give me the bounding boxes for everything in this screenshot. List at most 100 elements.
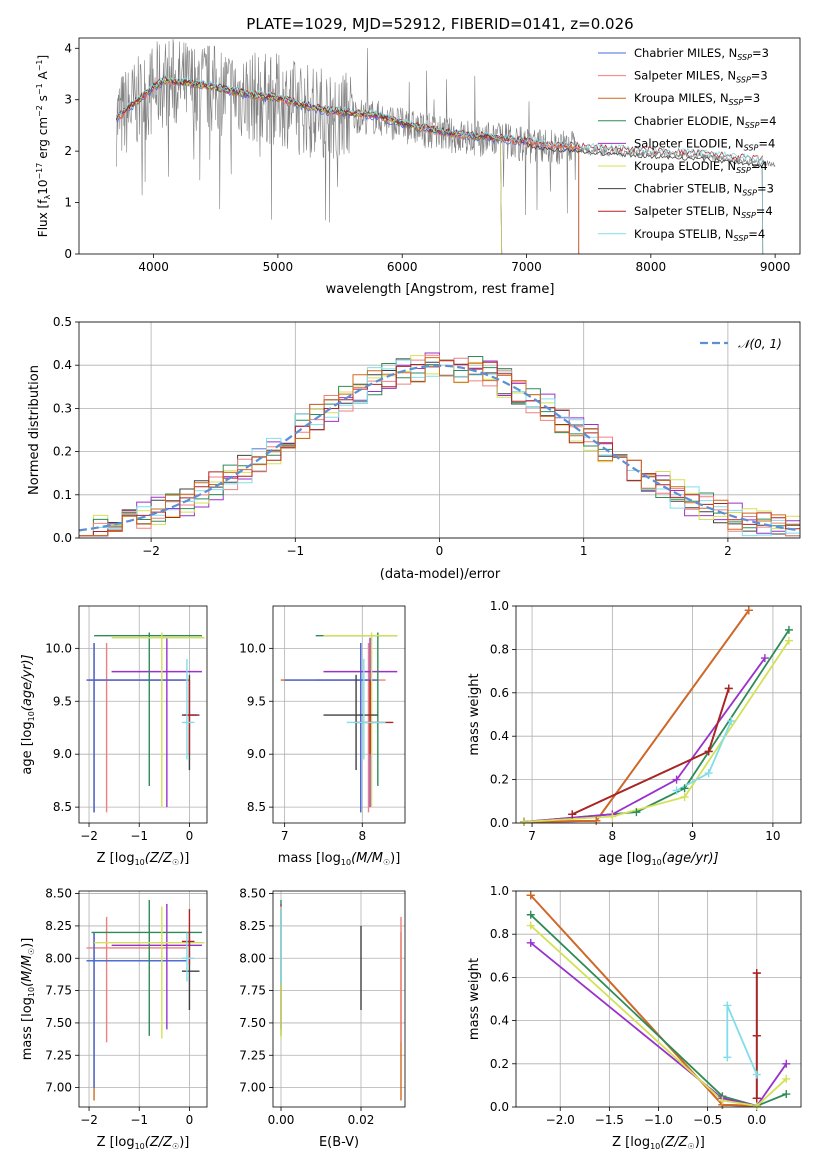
ylabel-rest: (age/yr)] xyxy=(20,654,35,711)
legend-sub: SSP xyxy=(729,98,744,107)
y-tick-label: 1.0 xyxy=(490,599,509,613)
y-tick-label: 7.00 xyxy=(239,1081,266,1095)
y-axis-label: mass weight xyxy=(467,673,482,755)
mass-weight-line-krou_miles xyxy=(523,609,750,823)
mass-weight-point-krou_elodie xyxy=(782,1074,791,1083)
xlabel-sub: 10 xyxy=(135,1142,145,1151)
mass-weight-point-krou_elodie xyxy=(752,1101,761,1110)
ylabel-exp2: −2 xyxy=(35,105,44,117)
xlabel-sun: ☉ xyxy=(172,858,179,867)
mass-weight-line-chab_elodie xyxy=(523,629,790,823)
legend-text: Chabrier MILES, N xyxy=(634,46,737,60)
mass-weight-line-salp_elodie xyxy=(523,657,766,823)
ylabel-rest: (M/M xyxy=(20,955,35,987)
y-tick-label: 0.0 xyxy=(490,1100,509,1114)
ylabel-exp3: −1 xyxy=(35,83,44,95)
mass-weight-line-chab_miles xyxy=(530,894,757,1107)
y-tick-label: 0.3 xyxy=(53,401,72,415)
xlabel-sub: 10 xyxy=(341,858,351,867)
spectrum-model-chab_miles xyxy=(116,79,580,254)
y-tick-label: 8.5 xyxy=(247,800,266,814)
mass-weight-point-krou_stelib xyxy=(723,1053,732,1062)
legend-text: Salpeter ELODIE, N xyxy=(634,136,744,150)
x-tick-label: 6000 xyxy=(387,260,418,274)
legend-entry-chab_miles: Chabrier MILES, NSSP=3 xyxy=(634,46,769,62)
ylabel-sub: 10 xyxy=(27,711,36,721)
y-tick-label: 8.25 xyxy=(239,919,266,933)
legend-text: Chabrier ELODIE, N xyxy=(634,114,745,128)
y-tick-label: 7.25 xyxy=(45,1048,72,1062)
x-tick-label: 0.0 xyxy=(747,1113,766,1127)
mass-weight-line-salp_elodie xyxy=(530,942,788,1107)
spectrum-model-salp_stelib xyxy=(116,75,764,254)
ylabel-sub: 10 xyxy=(27,987,36,997)
mass-weight-point-salp_stelib xyxy=(704,747,713,756)
legend-eq: =3 xyxy=(743,91,760,105)
axes-frame xyxy=(78,890,208,1108)
spectrum-model-krou_stelib xyxy=(115,74,764,254)
mass-weight-point-krou_stelib xyxy=(672,786,681,795)
legend-eq: =3 xyxy=(757,182,774,196)
ylabel-sun: ☉ xyxy=(27,948,36,955)
panel-age_vs_Z: −2 −1 08.59.09.510.0Z [log10(Z/Z☉)]age [lo… xyxy=(20,605,208,867)
ylabel: Flux [f xyxy=(36,199,50,237)
mass-weight-line-krou_stelib xyxy=(726,1005,758,1075)
y-tick-label: 2 xyxy=(64,144,72,158)
mass-weight-line-chab_miles xyxy=(523,609,750,823)
y-tick-label: 8.5 xyxy=(53,800,72,814)
legend-eq: =4 xyxy=(751,159,768,173)
y-tick-label: 9.0 xyxy=(247,747,266,761)
axes-frame xyxy=(78,37,801,255)
legend-entry-salp_stelib: Salpeter STELIB, NSSP=4 xyxy=(634,204,773,220)
axes-frame xyxy=(272,890,406,1108)
xlabel-sun: ☉ xyxy=(383,858,390,867)
x-axis-label: Z [log10(Z/Z☉)] xyxy=(612,1135,705,1151)
x-tick-label: 0 xyxy=(436,544,444,558)
mass-weight-point-krou_stelib xyxy=(752,1070,761,1079)
xlabel: Z [log xyxy=(97,1135,135,1150)
panel-mass_vs_ebv: 0.00 0.02 7.00 7.25 7.50 7.75 8.00 8.25 8.50 E(B-… xyxy=(239,887,406,1150)
x-tick-label: −2.0 xyxy=(546,1113,575,1127)
ylabel-units3: A xyxy=(36,70,50,83)
y-tick-label: 0.2 xyxy=(490,1057,509,1071)
y-tick-label: 3 xyxy=(64,93,72,107)
y-axis-label: Flux [fλ10−17 erg cm−2 s−1 A−1] xyxy=(35,55,52,237)
mass-weight-point-salp_stelib xyxy=(752,1094,761,1103)
plot-area xyxy=(523,609,790,823)
y-tick-label: 0.2 xyxy=(53,445,72,459)
y-tick-label: 8.50 xyxy=(239,887,266,901)
ylabel: age [log xyxy=(20,721,35,774)
mass-weight-point-krou_elodie xyxy=(680,792,689,801)
mass-weight-point-salp_elodie xyxy=(782,1059,791,1068)
xlabel: mass [log xyxy=(278,851,341,866)
y-tick-label: 0.2 xyxy=(490,773,509,787)
legend-entry-krou_stelib: Kroupa STELIB, NSSP=4 xyxy=(634,227,765,243)
mass-weight-line-krou_elodie xyxy=(523,640,790,823)
legend-entry-chab_elodie: Chabrier ELODIE, NSSP=4 xyxy=(634,114,776,130)
legend-eq: =3 xyxy=(751,69,768,83)
y-tick-label: 9.5 xyxy=(247,694,266,708)
gaussian-curve xyxy=(79,364,800,532)
ylabel-exp: −17 xyxy=(35,163,44,180)
figure-title: PLATE=1029, MJD=52912, FIBERID=0141, z=0… xyxy=(246,15,633,33)
legend-entry-salp_elodie: Salpeter ELODIE, NSSP=4 xyxy=(634,136,775,152)
x-tick-label: −2 xyxy=(80,1113,98,1127)
xlabel: E(B-V) xyxy=(319,1135,359,1150)
legend-entry-krou_miles: Kroupa MILES, NSSP=3 xyxy=(634,91,760,107)
legend-entry-krou_elodie: Kroupa ELODIE, NSSP=4 xyxy=(634,159,768,175)
y-tick-label: 7.00 xyxy=(45,1081,72,1095)
ylabel-exp4: −1 xyxy=(35,59,44,71)
legend-eq: =4 xyxy=(760,114,777,128)
y-axis-label: mass [log10(M/M☉)] xyxy=(20,938,36,1061)
plot-area xyxy=(280,900,402,1101)
xlabel-rest: (age/yr)] xyxy=(662,851,719,866)
plot-area xyxy=(86,900,205,1101)
legend-eq: =3 xyxy=(752,46,769,60)
axes-frame xyxy=(78,321,801,539)
x-tick-label: 9000 xyxy=(760,260,791,274)
y-tick-label: 7.75 xyxy=(239,984,266,998)
x-tick-label: −1.5 xyxy=(595,1113,624,1127)
spectrum-model-salp_miles xyxy=(115,80,580,254)
